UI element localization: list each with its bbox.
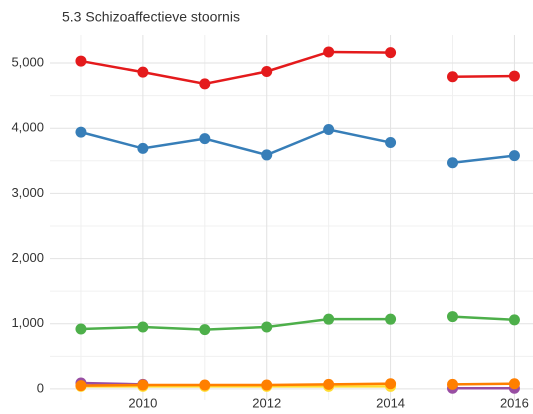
y-tick-label: 5,000: [11, 54, 44, 69]
series-line: [80, 317, 391, 331]
point: [261, 66, 273, 77]
point: [385, 47, 397, 59]
point: [323, 124, 335, 136]
point: [199, 78, 211, 90]
point: [75, 323, 87, 335]
point: [508, 70, 520, 82]
y-tick-label: 0: [37, 380, 44, 395]
point: [137, 321, 149, 333]
point: [199, 379, 211, 391]
x-tick-label: 2012: [252, 395, 281, 410]
series-line: [452, 382, 515, 386]
series-line: [452, 315, 515, 322]
point: [137, 142, 149, 154]
x-tick-label: 2014: [376, 395, 405, 410]
series-line: [80, 128, 391, 157]
y-tick-label: 4,000: [11, 120, 44, 135]
series-line: [452, 74, 515, 78]
point: [447, 378, 458, 390]
point: [323, 46, 335, 58]
series-line: [80, 50, 391, 86]
series-line: [452, 154, 515, 164]
y-tick-label: 2,000: [11, 250, 44, 265]
point: [75, 126, 87, 138]
point: [385, 378, 397, 390]
series-line: [80, 382, 391, 387]
point: [261, 379, 273, 391]
point: [447, 71, 458, 83]
point: [323, 313, 335, 325]
point: [75, 380, 87, 392]
point: [137, 379, 149, 391]
point: [385, 137, 397, 149]
x-tick-label: 2010: [128, 395, 157, 410]
chart-title: 5.3 Schizoaffectieve stoornis: [62, 9, 240, 25]
point: [261, 149, 273, 161]
point: [323, 378, 335, 390]
point: [508, 314, 520, 326]
point: [447, 311, 458, 323]
point: [261, 321, 273, 333]
point: [199, 324, 211, 336]
y-tick-label: 1,000: [11, 315, 44, 330]
point: [508, 378, 520, 390]
point: [137, 66, 149, 78]
point: [508, 150, 520, 162]
x-tick-label: 2016: [500, 395, 529, 410]
point: [447, 157, 458, 169]
y-tick-label: 3,000: [11, 185, 44, 200]
point: [75, 55, 87, 67]
point: [199, 133, 211, 145]
point: [385, 313, 397, 325]
